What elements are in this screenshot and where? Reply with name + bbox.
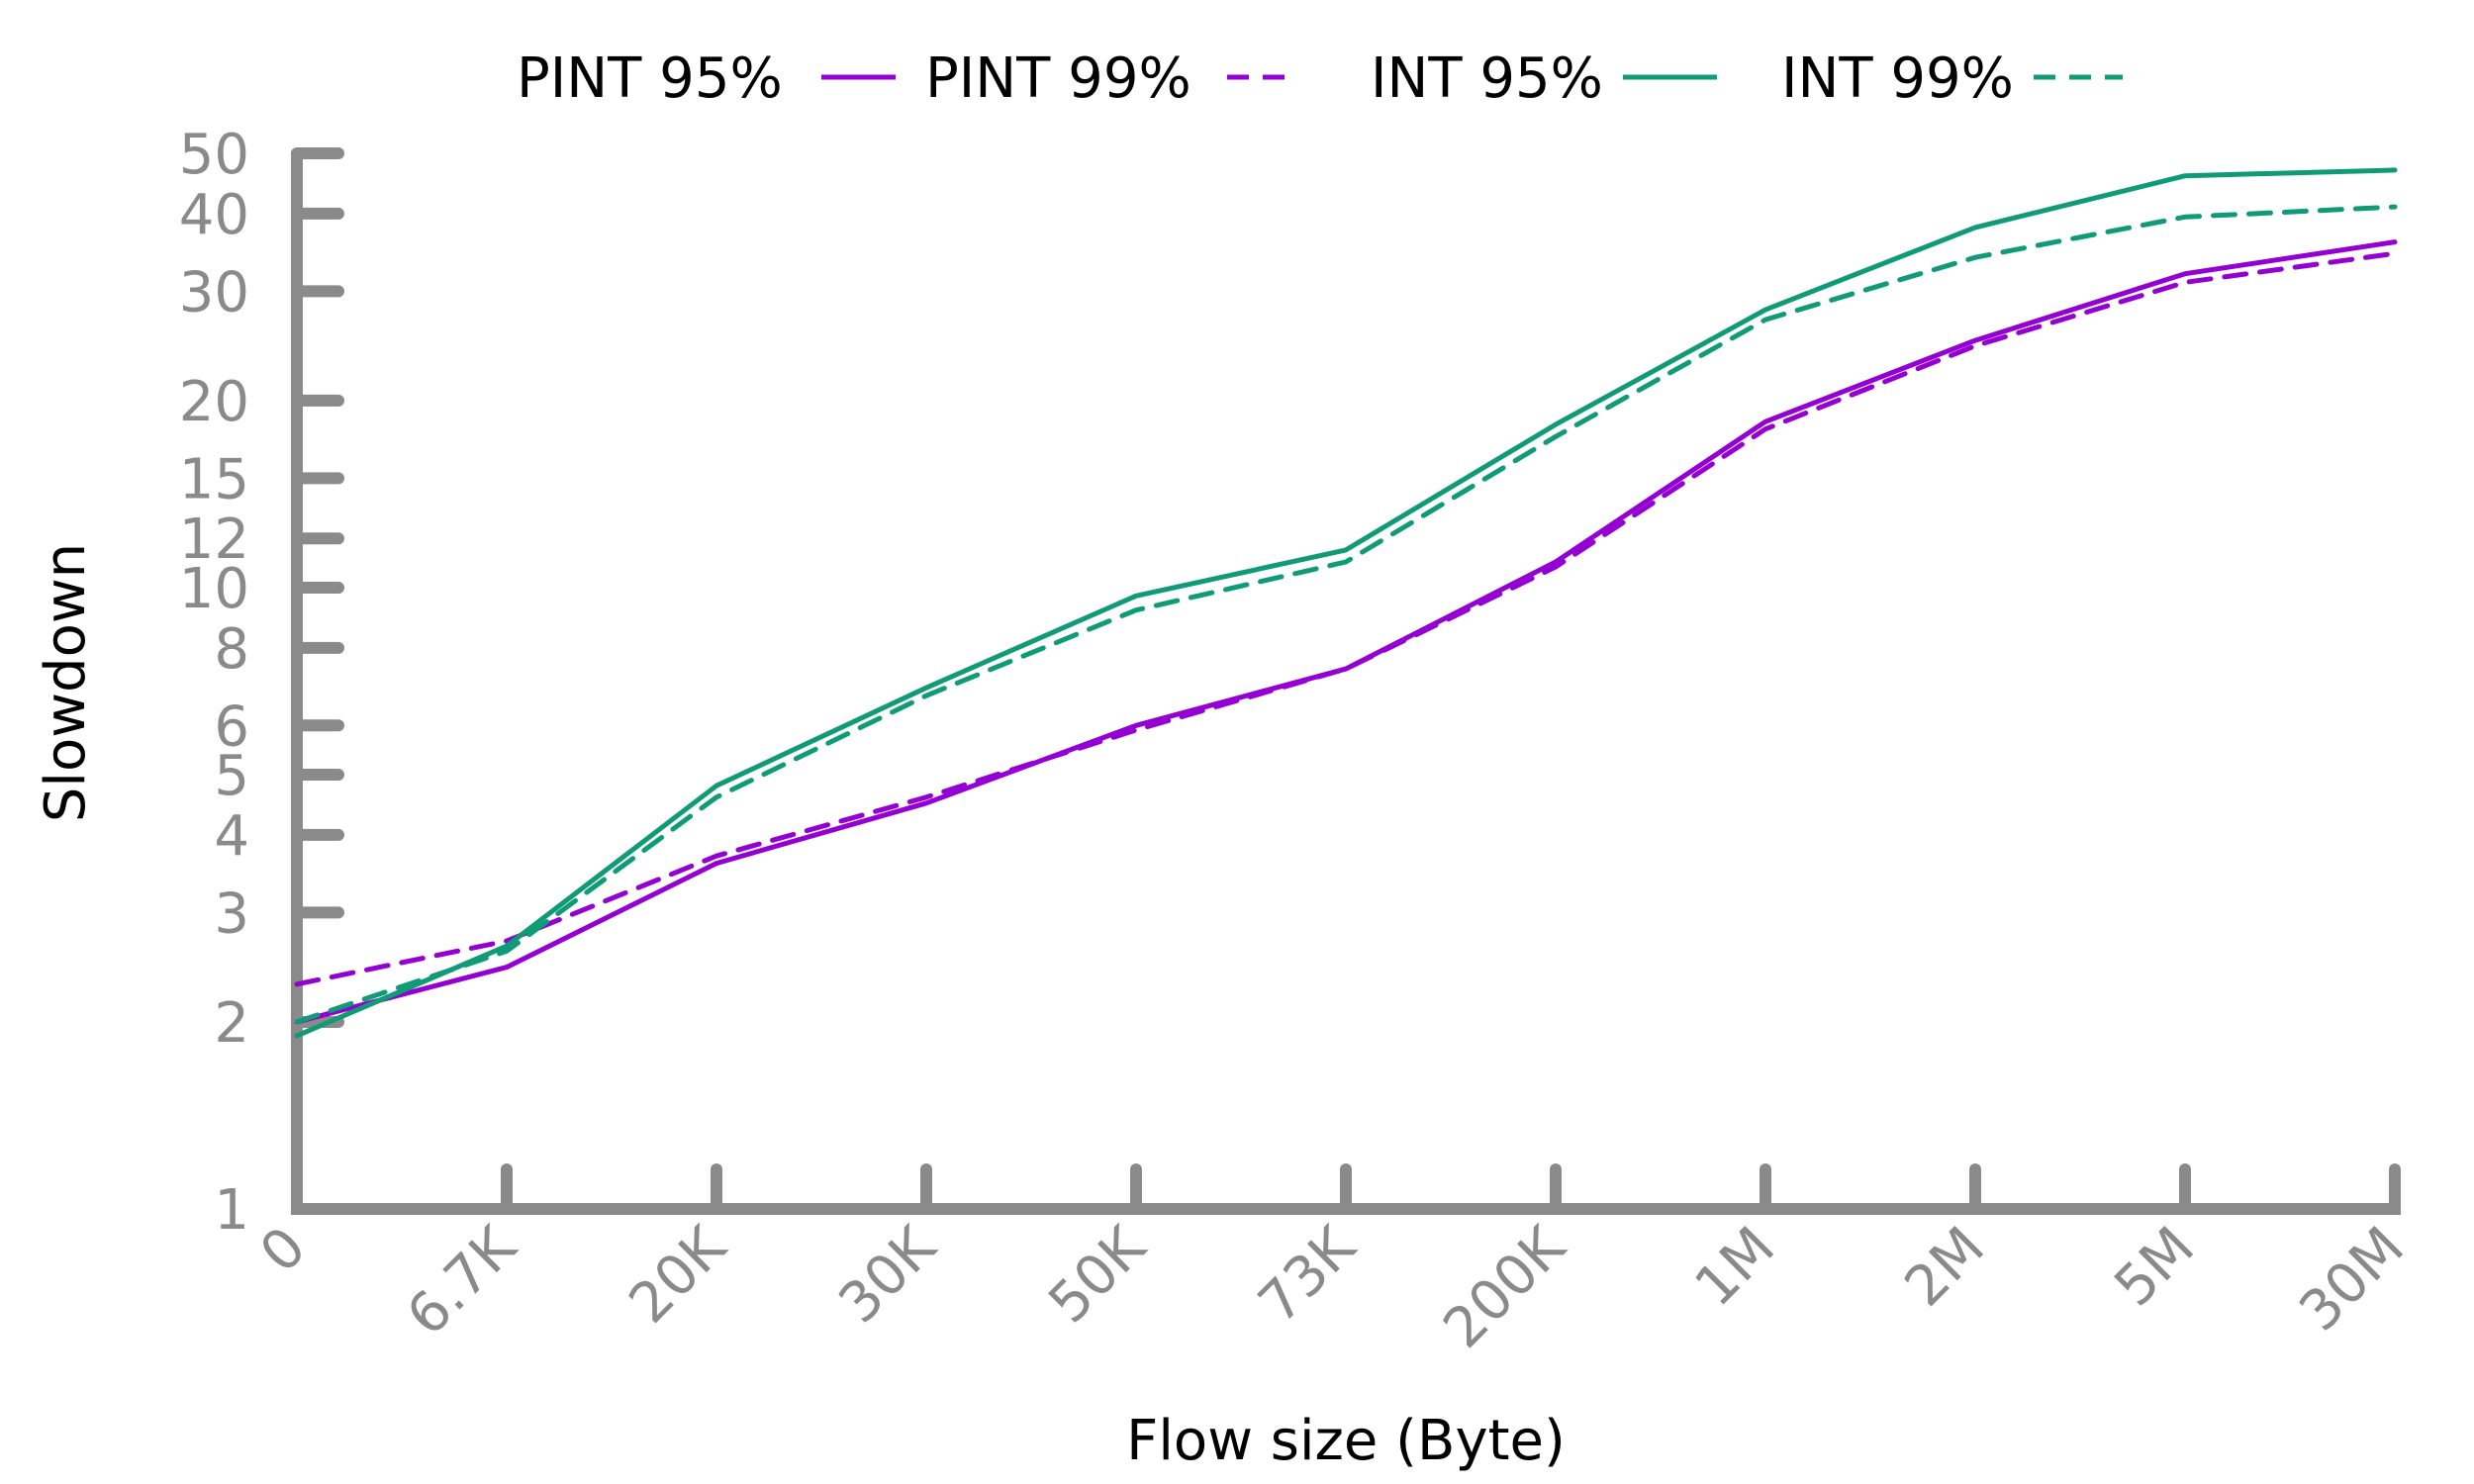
y-tick-label: 5: [214, 744, 249, 808]
series-line-int-99: [294, 204, 2398, 1025]
y-axis-title: Slowdown: [34, 543, 98, 822]
x-tick-label: 30M: [2287, 1215, 2417, 1345]
x-tick-label: 30K: [827, 1214, 949, 1336]
series-line-pint-95: [294, 239, 2398, 1025]
x-tick-label: 5M: [2103, 1215, 2207, 1319]
legend-label: INT 99%: [1781, 46, 2014, 111]
y-tick-label: 15: [179, 447, 249, 511]
y-tick-label: 1: [214, 1178, 249, 1243]
x-tick-label: 73K: [1247, 1214, 1369, 1336]
y-tick-label: 2: [214, 991, 249, 1056]
x-tick-label: 50K: [1037, 1214, 1159, 1336]
y-tick-label: 30: [179, 260, 249, 325]
y-tick-label: 3: [214, 881, 249, 946]
series-lines: [294, 167, 2398, 1039]
y-tick-label: 20: [179, 370, 249, 434]
x-tick-label: 1M: [1683, 1215, 1787, 1319]
legend: PINT 95% PINT 99% INT 95% INT 99%: [517, 46, 2123, 111]
y-tick-label: 8: [214, 617, 249, 682]
x-ticks: 0 6.7K 20K 30K 50K 73K 200K 1M 2M 5M 30M: [248, 1163, 2417, 1360]
x-tick-label: 2M: [1893, 1215, 1997, 1319]
y-tick-label: 40: [179, 183, 249, 247]
legend-label: PINT 99%: [925, 46, 1191, 111]
x-tick-label: 0: [248, 1215, 319, 1285]
x-tick-label: 6.7K: [395, 1214, 529, 1348]
legend-label: INT 95%: [1371, 46, 1603, 111]
series-line-int-95: [294, 167, 2398, 1039]
y-tick-label: 6: [214, 695, 249, 759]
x-tick-label: 20K: [618, 1214, 739, 1336]
y-tick-label: 12: [179, 508, 249, 572]
series-line-pint-99: [294, 250, 2398, 987]
y-tick-label: 10: [179, 557, 249, 621]
x-tick-label: 200K: [1431, 1214, 1577, 1360]
y-tick-label: 4: [214, 804, 249, 869]
y-tick-label: 50: [179, 123, 249, 187]
legend-label: PINT 95%: [517, 46, 783, 111]
x-axis-title: Flow size (Byte): [1126, 1409, 1566, 1473]
axes: [291, 151, 2401, 1215]
